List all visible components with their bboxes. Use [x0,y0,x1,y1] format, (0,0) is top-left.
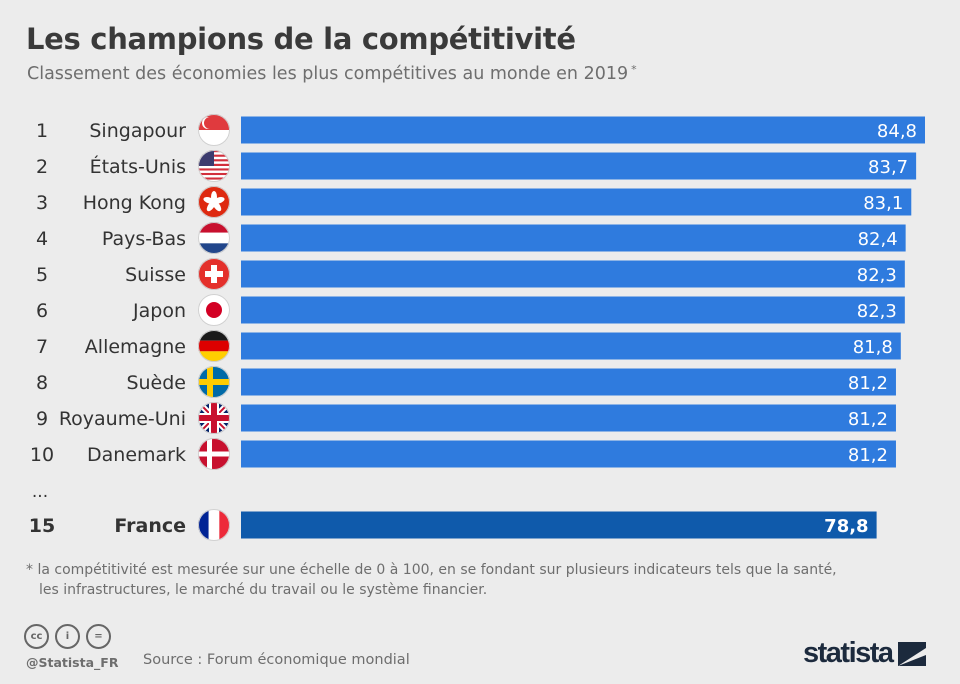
bar-row-singapour: 1 Singapour 84,8 [36,116,925,144]
bar [241,224,906,252]
value-label: 81,2 [848,445,888,466]
rank-label: 5 [36,264,48,286]
bar-chart: 1 Singapour 84,8 2 États-Unis 83,7 3 Hong Kong 8… [29,114,925,541]
bar [241,368,896,396]
value-label: 83,1 [863,193,903,214]
value-label: 81,2 [848,373,888,394]
rank-label: 9 [36,408,48,430]
attribution-icon[interactable]: i [55,624,80,649]
value-label: 81,2 [848,409,888,430]
country-label: Singapour [89,120,186,142]
statista-logo[interactable]: statista [803,637,926,670]
hong-kong-flag-icon [198,186,230,218]
bar-row-hong-kong: 3 Hong Kong 83,1 [36,188,912,216]
statista-logo-text: statista [803,637,894,669]
rank-label: 4 [36,228,48,250]
rank-label: 10 [30,444,54,466]
country-label: Allemagne [85,336,186,358]
bar [241,511,877,539]
license-icons: cc i = [24,624,111,649]
usa-flag-icon [198,150,230,182]
chart-subtitle: Classement des économies les plus compét… [27,63,637,84]
rank-label: 2 [36,156,48,178]
bar [241,116,925,144]
value-label: 81,8 [853,337,893,358]
country-label: Suisse [125,264,186,286]
bar [241,188,912,216]
denmark-flag-icon [198,438,230,470]
bar-row-pays-bas: 4 Pays-Bas 82,4 [36,224,906,252]
statista-handle[interactable]: @Statista_FR [26,655,119,670]
value-label: 78,8 [824,516,868,537]
rank-label: 6 [36,300,48,322]
country-label: Japon [132,300,186,322]
value-label: 84,8 [877,121,917,142]
subtitle-footnote-mark: * [631,63,637,76]
country-label: Hong Kong [83,192,186,214]
footnote: * la compétitivité est mesurée sur une é… [26,560,926,600]
bar-row-su-de: 8 Suède 81,2 [36,368,896,396]
bar [241,440,896,468]
rank-label: 15 [29,515,55,537]
value-label: 82,4 [858,229,898,250]
value-label: 82,3 [857,301,897,322]
country-label: Royaume-Uni [59,408,186,430]
country-label: Danemark [87,444,186,466]
statista-logo-icon [897,641,926,666]
country-label: Pays-Bas [102,228,186,250]
subtitle-text: Classement des économies les plus compét… [27,64,629,84]
footnote-line-1: * la compétitivité est mesurée sur une é… [26,562,837,578]
rank-label: 1 [36,120,48,142]
bar-row-danemark: 10 Danemark 81,2 [30,440,896,468]
bar-row-suisse: 5 Suisse 82,3 [36,260,905,288]
bar [241,296,905,324]
france-flag-icon [198,509,230,541]
germany-flag-icon [198,330,230,362]
sweden-flag-icon [198,366,230,398]
switzerland-flag-icon [198,258,230,290]
netherlands-flag-icon [198,222,230,254]
country-label: États-Unis [90,155,186,178]
bar-row-allemagne: 7 Allemagne 81,8 [36,332,901,360]
ellipsis-label: ... [32,482,48,502]
cc-icon[interactable]: cc [24,624,49,649]
rank-label: 8 [36,372,48,394]
rank-label: 7 [36,336,48,358]
uk-flag-icon [198,402,230,434]
bar [241,260,905,288]
source-text: Source : Forum économique mondial [143,652,410,668]
bar [241,332,901,360]
bar [241,152,917,180]
value-label: 83,7 [868,157,908,178]
bar-row--tats-unis: 2 États-Unis 83,7 [36,152,917,180]
bar-row-france: 15 France 78,8 [29,511,877,539]
country-label: France [114,515,186,537]
japan-flag-icon [198,294,230,326]
chart-title: Les champions de la compétitivité [26,22,576,56]
bar-row-japon: 6 Japon 82,3 [36,296,905,324]
country-label: Suède [126,372,186,394]
value-label: 82,3 [857,265,897,286]
bar [241,404,896,432]
footnote-line-2: les infrastructures, le marché du travai… [39,582,488,598]
bar-row-royaume-uni: 9 Royaume-Uni 81,2 [36,404,896,432]
singapore-flag-icon [198,114,230,146]
rank-label: 3 [36,192,48,214]
no-derivatives-icon[interactable]: = [86,624,111,649]
